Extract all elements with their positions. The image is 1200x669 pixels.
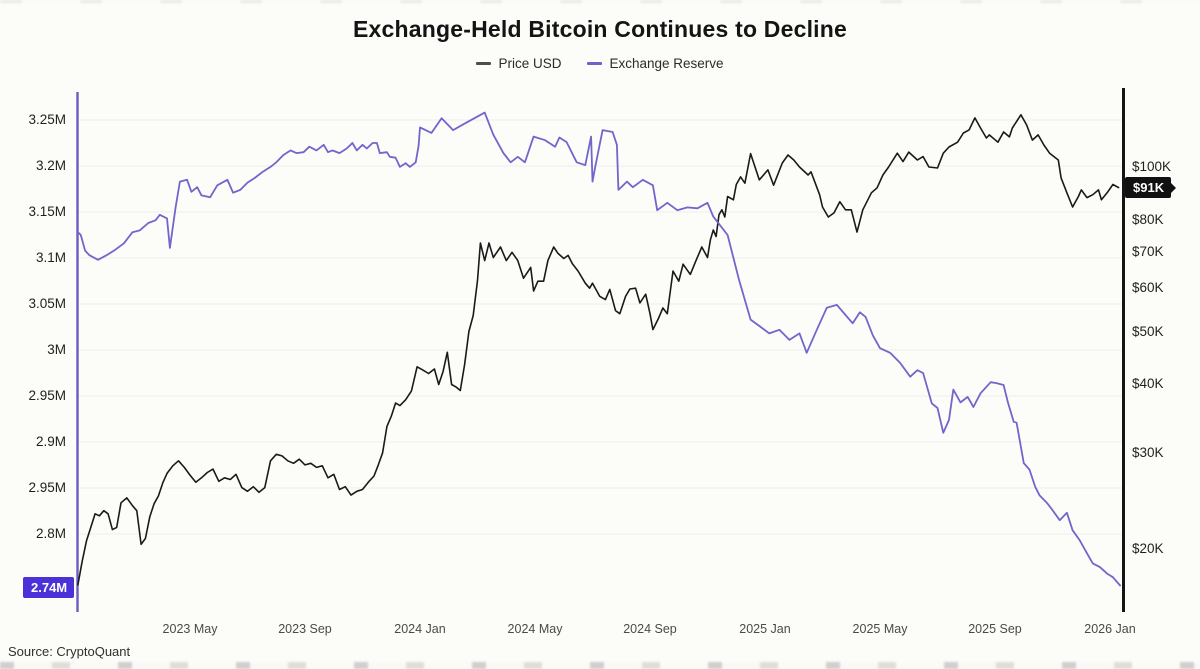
x-axis-tick: 2025 May — [852, 622, 908, 636]
left-axis-tick: 3.15M — [28, 204, 66, 219]
screen-edge-artifact-top — [0, 0, 1200, 3]
exchange-reserve-legend-dash-icon — [587, 62, 603, 65]
x-axis-tick: 2024 Jan — [394, 622, 446, 636]
legend-label-exchange-reserve: Exchange Reserve — [609, 56, 724, 71]
x-axis-tick: 2024 Sep — [623, 622, 677, 636]
right-axis-tick: $40K — [1132, 376, 1164, 392]
right-axis-tick: $50K — [1132, 323, 1164, 339]
price-usd-current-value-badge: $91K — [1125, 177, 1177, 199]
x-axis-tick: 2023 May — [162, 622, 218, 636]
left-axis-tick: 3M — [47, 342, 66, 357]
left-axis-tick: 2.9M — [35, 434, 66, 449]
screen-edge-artifact-bottom — [0, 662, 1200, 669]
right-axis-tick: $30K — [1132, 444, 1164, 460]
left-axis-tick: 3.1M — [35, 250, 66, 265]
x-axis-tick: 2023 Sep — [278, 622, 332, 636]
left-axis-tick: 2.95M — [28, 480, 66, 495]
left-axis-tick: 3.05M — [28, 296, 66, 311]
exchange-reserve-line — [77, 111, 1121, 587]
right-axis-tick: $70K — [1132, 243, 1164, 259]
right-axis-tick: $80K — [1132, 211, 1164, 227]
left-axis-tick: 3.2M — [35, 158, 66, 173]
legend-item-price-usd: Price USD — [476, 56, 561, 71]
x-axis-tick: 2025 Sep — [968, 622, 1022, 636]
legend-item-exchange-reserve: Exchange Reserve — [587, 56, 724, 71]
left-axis-tick: 3.25M — [28, 112, 66, 127]
right-axis-tick: $20K — [1132, 540, 1164, 556]
left-axis-tick: 2.95M — [28, 388, 66, 403]
price-usd-legend-dash-icon — [476, 62, 492, 65]
exchange-reserve-current-value-badge: 2.74M — [23, 577, 75, 599]
x-axis-tick: 2025 Jan — [739, 622, 791, 636]
x-axis-tick: 2024 May — [507, 622, 563, 636]
source-attribution: Source: CryptoQuant — [8, 644, 131, 659]
price-usd-line — [77, 114, 1120, 586]
chart-title: Exchange-Held Bitcoin Continues to Decli… — [352, 16, 848, 42]
legend-label-price-usd: Price USD — [498, 56, 562, 71]
right-axis-tick: $60K — [1132, 280, 1164, 296]
chart-legend: Price USD Exchange Reserve — [0, 56, 1200, 71]
right-axis-tick: $100K — [1132, 159, 1172, 174]
x-axis-tick: 2026 Jan — [1084, 622, 1136, 636]
left-axis-tick: 2.8M — [35, 526, 66, 541]
